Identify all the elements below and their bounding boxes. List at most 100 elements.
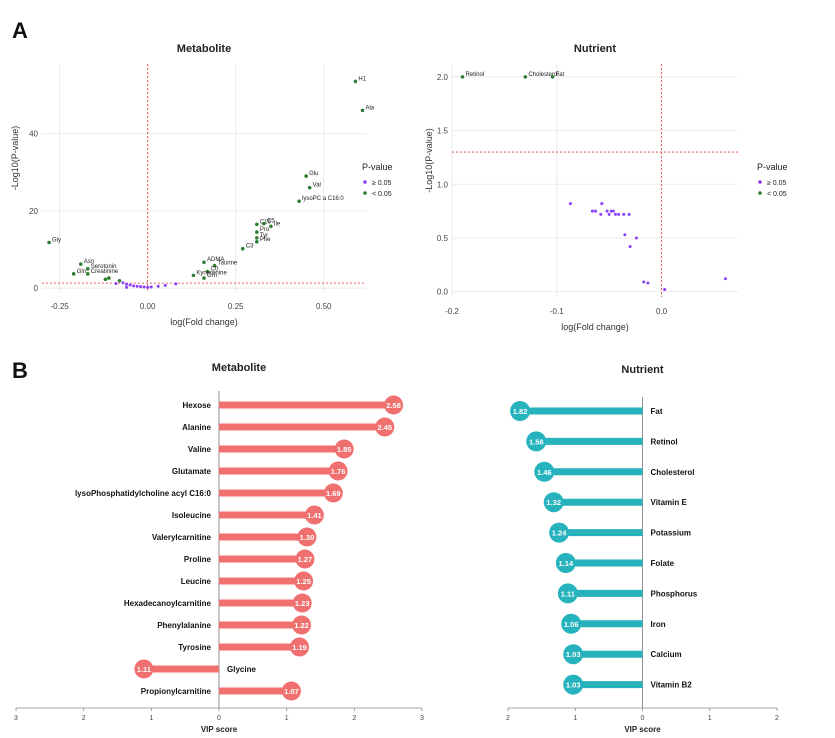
met-vip-bar-head — [292, 593, 312, 613]
met-volcano-point — [125, 282, 129, 286]
met-vip-category-label: Hexose — [183, 401, 212, 410]
met-vip-bar-head — [328, 461, 348, 481]
met-vip-value-label: 1.85 — [337, 445, 352, 454]
met-volcano-point-label: lysoPC a C16:0 — [302, 196, 344, 202]
met-vip-category-label: Glutamate — [172, 467, 212, 476]
met-volcano-point — [212, 263, 217, 268]
nut-vip-bar-head — [510, 401, 531, 421]
met-vip-value-label: 2.58 — [386, 401, 401, 410]
met-vip-bar-head — [323, 483, 343, 503]
nut-volcano-point — [642, 280, 646, 284]
nut-vip-bar-head — [563, 674, 584, 695]
met-volcano-point — [125, 285, 129, 289]
nut-vip-category-label: Cholesterol — [651, 468, 695, 477]
met-vip-bar-head — [334, 439, 354, 459]
nut-vip-bar-head — [561, 613, 582, 634]
met-volcano-x-tick: 0.50 — [316, 302, 332, 311]
nut-vip-value-label: 1.46 — [537, 468, 552, 477]
nut-vip-x-tick: 0 — [641, 715, 645, 722]
met-volcano-point-label: Serotonin — [91, 264, 117, 270]
met-volcano-point — [121, 281, 125, 285]
nut-volcano-point-label: Fat — [556, 72, 565, 78]
met-volcano-point — [360, 108, 365, 113]
met-volcano-point-label: Creatinine — [91, 269, 119, 275]
met-volcano-point — [146, 285, 150, 289]
nut-vip-bar-head — [526, 431, 547, 452]
nut-volcano-point — [607, 212, 611, 216]
nut-volcano-y-tick: 1.0 — [437, 180, 449, 189]
nut-vip-category-label: Vitamin E — [651, 498, 688, 507]
met-volcano-point — [163, 283, 167, 287]
met-volcano-point — [47, 240, 51, 245]
nut-volcano-point — [622, 212, 626, 216]
nut-vip-value-label: 1.32 — [546, 498, 561, 507]
nut-volcano-point — [568, 202, 572, 206]
nut-volcano-legend-item: ≥ 0.05 — [767, 180, 787, 187]
met-volcano-x-tick: 0.25 — [228, 302, 244, 311]
met-vip-category-label: Valine — [188, 445, 212, 454]
met-volcano-point — [174, 282, 178, 286]
nut-volcano-x-tick: -0.2 — [445, 307, 459, 316]
met-volcano-legend-title: P-value — [362, 162, 393, 172]
met-volcano-point-label: Gln — [77, 269, 86, 275]
nut-vip-value-label: 1.06 — [564, 620, 579, 629]
nut-volcano-point — [617, 212, 621, 216]
met-volcano-legend-item: < 0.05 — [372, 191, 392, 198]
met-vip-bar-head — [375, 417, 395, 437]
met-volcano-point — [107, 276, 111, 280]
met-vip-bar-head — [304, 505, 324, 525]
nut-volcano-point — [613, 212, 617, 216]
met-vip-value-label: 1.76 — [331, 467, 346, 476]
met-volcano-point — [255, 230, 259, 234]
nut-volcano-point — [590, 209, 594, 213]
nut-vip-x-tick: 1 — [573, 715, 577, 722]
met-volcano-point — [255, 239, 259, 244]
nut-vip-bar-head — [549, 522, 570, 543]
nut-volcano-y-tick: 0.0 — [437, 288, 449, 297]
met-vip-value-label: 1.07 — [284, 687, 299, 696]
met-volcano-y-tick: 40 — [29, 130, 38, 139]
met-vip-bar-head — [281, 681, 301, 701]
met-vip-value-label: 1.27 — [298, 555, 313, 564]
met-volcano-point — [149, 285, 153, 289]
nut-vip-value-label: 1.82 — [513, 407, 528, 416]
nut-vip-category-label: Calcium — [651, 650, 682, 659]
panel-b-label: B — [12, 358, 28, 383]
met-volcano-point-label: Orn — [207, 273, 217, 279]
nut-vip-category-label: Retinol — [651, 437, 678, 446]
nut-vip-bar-head — [534, 461, 555, 482]
nut-volcano-point — [628, 245, 632, 249]
met-vip-x-tick: 3 — [420, 715, 424, 722]
met-volcano-point — [304, 174, 308, 178]
met-volcano-point — [240, 246, 245, 251]
nut-vip-value-label: 1.58 — [529, 437, 544, 446]
met-vip-category-label: Hexadecanoylcarnitine — [124, 599, 212, 608]
met-vip-value-label: 1.23 — [295, 599, 310, 608]
nut-vip-value-label: 1.03 — [566, 681, 581, 690]
nut-vip-bar-head — [563, 644, 584, 665]
met-vip-bar-head — [384, 395, 404, 415]
met-volcano-point — [353, 79, 358, 84]
met-vip-x-tick: 2 — [82, 715, 86, 722]
met-vip-bar-head — [295, 549, 315, 569]
met-volcano-point — [255, 222, 259, 227]
nut-volcano-x-tick: 0.0 — [656, 307, 668, 316]
panel-a-label: A — [12, 18, 28, 43]
nut-volcano-point — [611, 209, 615, 213]
met-vip-bar-head — [297, 527, 317, 547]
met-vip-category-label: Proline — [184, 555, 212, 564]
met-volcano-legend-dot-sig — [363, 191, 367, 195]
nut-volcano-point — [460, 75, 465, 79]
nut-vip-value-label: 1.14 — [559, 559, 574, 568]
nut-vip-x-tick: 1 — [708, 715, 712, 722]
met-volcano-point-label: Asn — [84, 259, 94, 265]
nut-volcano-legend-dot-sig — [758, 191, 762, 195]
nut-volcano-title: Nutrient — [574, 43, 617, 55]
met-volcano-point — [132, 284, 136, 288]
met-volcano-point — [205, 269, 210, 274]
nut-volcano-x-label: log(Fold change) — [561, 322, 629, 332]
met-volcano-point — [114, 281, 118, 285]
met-volcano-point-label: C3 — [246, 244, 254, 250]
nut-vip-value-label: 1.11 — [561, 589, 575, 598]
met-volcano-point — [135, 284, 139, 288]
